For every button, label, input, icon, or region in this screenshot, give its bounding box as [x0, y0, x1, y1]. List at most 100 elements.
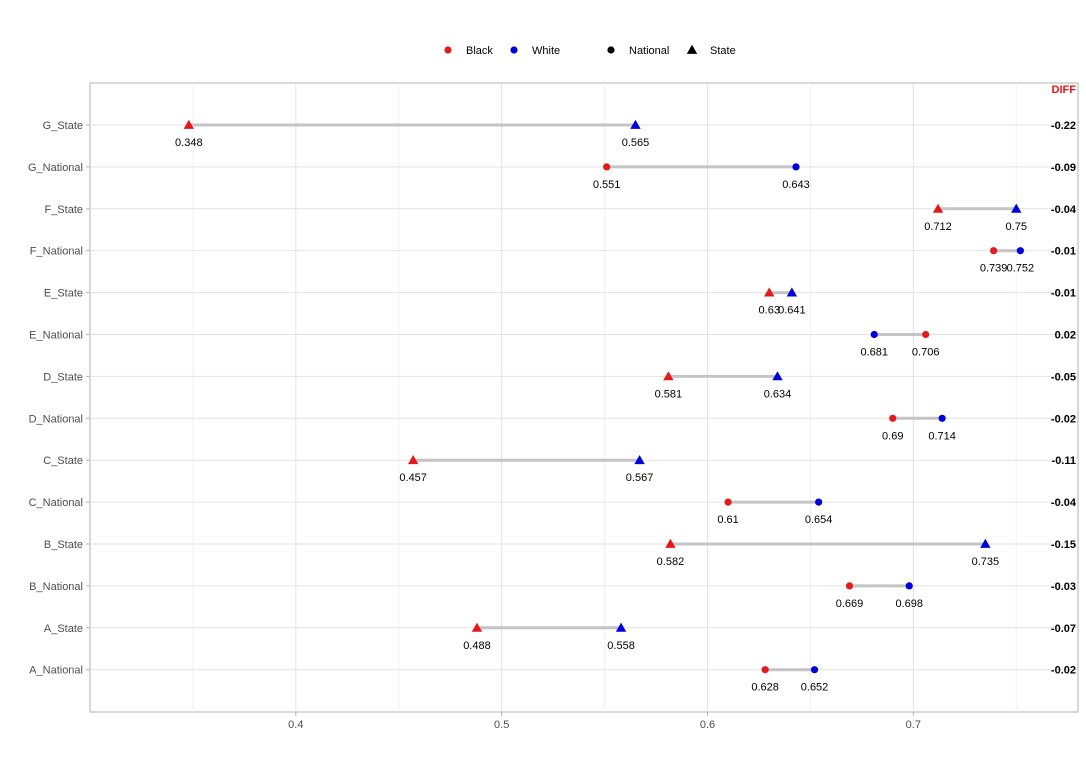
- white-value-label: 0.752: [1007, 263, 1035, 275]
- white-point: [630, 119, 641, 129]
- y-tick-label: B_State: [44, 539, 83, 551]
- y-tick-label: F_National: [30, 246, 83, 258]
- white-value-label: 0.558: [607, 640, 635, 652]
- x-tick-label: 0.7: [906, 719, 921, 731]
- black-point: [183, 119, 194, 129]
- black-point: [764, 287, 775, 297]
- legend-white-key: [510, 46, 518, 54]
- white-value-label: 0.698: [895, 598, 923, 610]
- white-value-label: 0.714: [928, 430, 956, 442]
- black-point: [665, 538, 676, 548]
- plot-panel-border: [89, 82, 1079, 713]
- dumbbell-segments: [188, 123, 1021, 672]
- diff-value: -0.01: [1051, 288, 1076, 300]
- white-point: [786, 287, 798, 297]
- white-value-label: 0.643: [782, 179, 810, 191]
- white-point: [792, 163, 800, 171]
- diff-value: -0.04: [1051, 497, 1077, 509]
- white-value-label: 0.681: [860, 347, 888, 359]
- y-tick-label: C_National: [29, 497, 83, 509]
- black-value-label: 0.348: [175, 137, 203, 149]
- white-point: [634, 455, 645, 465]
- black-value-label: 0.581: [655, 388, 683, 400]
- y-tick-label: E_State: [44, 288, 83, 300]
- black-value-label: 0.63: [759, 305, 780, 317]
- diff-column: DIFF -0.22 -0.09 -0.04 -0.01 -0.01 0.02 -0.05 -0…: [1051, 84, 1077, 677]
- black-value-label: 0.69: [882, 430, 903, 442]
- legend-national-key: [607, 46, 615, 54]
- black-point: [889, 414, 897, 422]
- x-tick-label: 0.4: [288, 719, 303, 731]
- white-point: [1011, 203, 1022, 213]
- black-point: [724, 498, 732, 506]
- y-tick-label: A_State: [44, 623, 83, 635]
- legend-white-label: White: [532, 45, 560, 57]
- diff-value: -0.04: [1051, 204, 1077, 216]
- value-labels: 0.348 0.565 0.551 0.643 0.712 0.75 0.739 0.752 0…: [175, 137, 1034, 694]
- diff-value: -0.07: [1051, 623, 1076, 635]
- black-point: [922, 330, 930, 339]
- white-value-label: 0.634: [764, 388, 792, 400]
- black-value-label: 0.712: [924, 221, 952, 233]
- diff-value: -0.09: [1051, 162, 1076, 174]
- black-value-label: 0.628: [751, 682, 779, 694]
- data-points: [183, 119, 1024, 674]
- legend-state-label: State: [710, 45, 736, 57]
- white-point: [772, 371, 783, 381]
- y-tick-label: D_State: [43, 371, 83, 383]
- black-value-label: 0.61: [717, 514, 738, 526]
- white-value-label: 0.565: [622, 137, 650, 149]
- white-value-label: 0.75: [1006, 221, 1027, 233]
- white-point: [938, 414, 946, 422]
- white-point: [980, 538, 991, 548]
- diff-value: -0.11: [1052, 455, 1076, 467]
- diff-value: -0.02: [1051, 413, 1076, 425]
- white-point: [815, 498, 823, 506]
- grid-lines: [90, 83, 1078, 712]
- black-value-label: 0.582: [657, 556, 685, 568]
- y-tick-label: B_National: [29, 581, 83, 593]
- diff-value: 0.02: [1055, 330, 1076, 342]
- legend-national-label: National: [629, 45, 669, 57]
- x-tick-label: 0.6: [700, 719, 715, 731]
- black-point: [761, 666, 769, 674]
- diff-value: -0.03: [1051, 581, 1076, 593]
- x-tick-label: 0.5: [494, 719, 509, 731]
- black-point: [845, 582, 854, 590]
- legend-black-key: [444, 46, 452, 54]
- legend-state-key: [686, 44, 698, 54]
- legend-black-label: Black: [466, 45, 493, 57]
- black-value-label: 0.551: [593, 179, 621, 191]
- black-value-label: 0.739: [980, 263, 1008, 275]
- black-point: [663, 371, 674, 381]
- white-point: [905, 582, 913, 590]
- black-value-label: 0.488: [463, 640, 491, 652]
- white-value-label: 0.641: [778, 305, 806, 317]
- white-point: [870, 330, 878, 339]
- black-point: [603, 163, 611, 171]
- black-point: [932, 203, 944, 213]
- diff-value: -0.22: [1051, 120, 1076, 132]
- diff-value: -0.15: [1051, 539, 1076, 551]
- diff-header: DIFF: [1052, 84, 1077, 96]
- diff-value: -0.05: [1051, 371, 1076, 383]
- black-value-label: 0.457: [399, 472, 427, 484]
- x-axis-tick-labels: 0.4 0.5 0.6 0.7: [288, 712, 921, 731]
- y-tick-label: C_State: [43, 455, 83, 467]
- y-tick-label: F_State: [44, 204, 83, 216]
- black-point: [990, 247, 998, 255]
- black-value-label: 0.706: [912, 347, 940, 359]
- y-axis-tick-labels: G_State G_National F_State F_National E_Stat…: [28, 120, 90, 677]
- legend: Black White National State: [444, 44, 736, 57]
- white-value-label: 0.652: [801, 682, 829, 694]
- white-value-label: 0.654: [805, 514, 833, 526]
- diff-value: -0.01: [1051, 246, 1076, 258]
- black-point: [471, 622, 483, 632]
- y-tick-label: G_National: [28, 162, 83, 174]
- white-point: [615, 622, 627, 632]
- diff-value: -0.02: [1051, 665, 1076, 677]
- white-point: [1016, 247, 1024, 255]
- y-tick-label: A_National: [29, 665, 83, 677]
